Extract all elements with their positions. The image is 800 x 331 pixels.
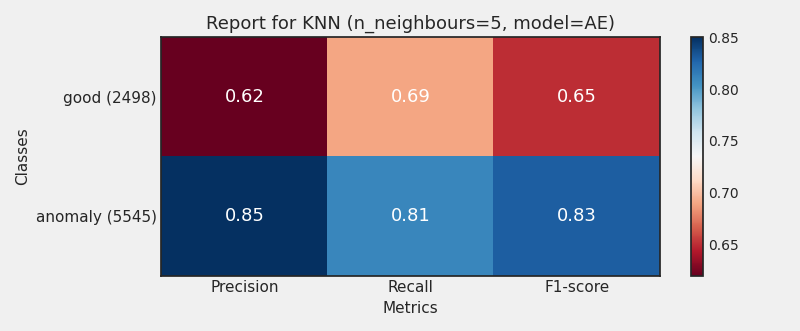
Text: 0.85: 0.85 — [225, 207, 265, 225]
Text: 0.81: 0.81 — [391, 207, 430, 225]
X-axis label: Metrics: Metrics — [383, 301, 438, 316]
Y-axis label: Classes: Classes — [15, 127, 30, 185]
Title: Report for KNN (n_neighbours=5, model=AE): Report for KNN (n_neighbours=5, model=AE… — [206, 15, 615, 33]
Text: 0.69: 0.69 — [391, 88, 430, 106]
Text: 0.65: 0.65 — [558, 88, 597, 106]
Text: 0.83: 0.83 — [558, 207, 597, 225]
Text: 0.62: 0.62 — [225, 88, 265, 106]
